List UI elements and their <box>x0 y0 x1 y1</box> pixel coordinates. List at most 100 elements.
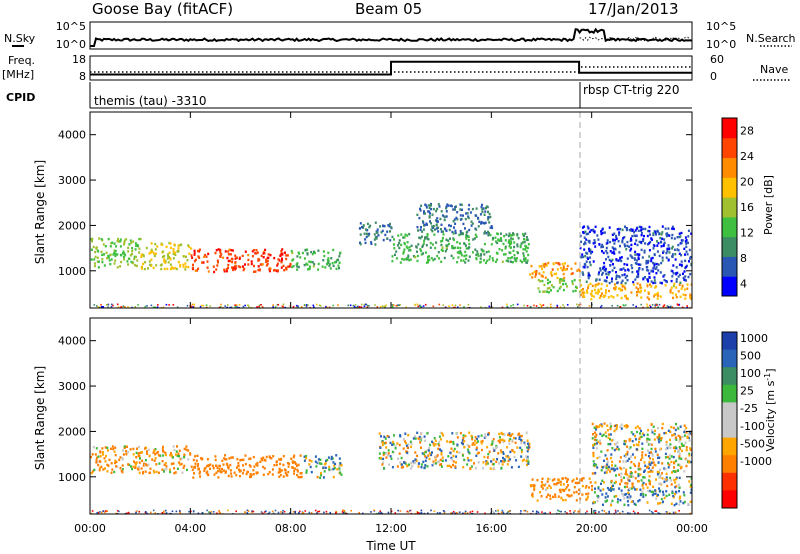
power-cell-1870 <box>131 306 133 308</box>
velocity-cell-84 <box>145 450 148 453</box>
velocity-cell-1278 <box>616 441 619 444</box>
velocity-cell-359 <box>265 455 268 459</box>
velocity-cell-706 <box>475 448 478 451</box>
power-cell-1040 <box>578 279 581 282</box>
velocity-cell-1035 <box>608 488 611 491</box>
velocity-cell-221 <box>222 463 225 466</box>
power-cell-479 <box>375 237 378 240</box>
noise-panel: N.Sky 10^5 10^0 10^5 10^0 N.Search <box>4 20 796 51</box>
velocity-cell-1542 <box>632 433 635 436</box>
power-cell-263 <box>253 270 255 273</box>
velocity-cell-1416 <box>595 442 598 445</box>
power-cell-1472 <box>636 253 639 256</box>
power-cell-468 <box>374 243 377 246</box>
power-cell-1828 <box>535 305 538 307</box>
power-cell-1441 <box>649 240 652 244</box>
velocity-cell-123 <box>135 462 137 465</box>
velocity-cell-1083 <box>632 486 635 489</box>
power-cell-655 <box>524 232 527 235</box>
power-cell-528 <box>488 258 491 261</box>
velocity-cell-832 <box>410 461 413 464</box>
power-cell-130 <box>147 267 149 270</box>
velocity-cell-1358 <box>654 450 657 453</box>
velocity-cell-1543 <box>690 433 692 436</box>
power-cell-853 <box>428 210 431 213</box>
velocity-cell-1433 <box>614 443 617 446</box>
velocity-cell-1266 <box>630 455 632 458</box>
power-cell-1166 <box>610 295 613 298</box>
power-cell-245 <box>227 263 230 267</box>
power-cell-96 <box>127 250 130 253</box>
velocity-cell-1197 <box>660 447 662 451</box>
power-cell-959 <box>491 226 494 230</box>
velocity-cell-103 <box>157 471 160 474</box>
velocity-cell-542 <box>429 443 432 447</box>
velocity-cell-39 <box>121 458 124 461</box>
velocity-cell-688 <box>507 433 510 437</box>
power-cell-901 <box>431 225 434 228</box>
velocity-cell-1786 <box>632 510 635 513</box>
power-cell-607 <box>403 236 406 239</box>
velocity-cell-1022 <box>627 504 630 507</box>
velocity-cell-1309 <box>600 450 603 453</box>
power-cell-266 <box>194 258 197 261</box>
power-cell-982 <box>555 272 558 275</box>
velocity-cell-1311 <box>613 424 616 428</box>
velocity-cell-1701 <box>556 512 558 514</box>
power-cell-1657 <box>675 266 678 269</box>
power-cell-1052 <box>559 278 562 281</box>
power-cell-436 <box>337 264 340 267</box>
power-cell-1496 <box>685 279 687 282</box>
velocity-cell-826 <box>490 460 492 463</box>
power-cell-1844 <box>442 304 445 306</box>
power-cell-856 <box>450 204 453 208</box>
velocity-cell-591 <box>387 449 390 452</box>
power-cell-1790 <box>374 304 376 306</box>
date-title: 17/Jan/2013 <box>588 0 679 18</box>
power-cell-952 <box>462 222 465 226</box>
power-cell-983 <box>570 272 573 276</box>
velocity-cell-1732 <box>106 510 108 512</box>
power-cell-279 <box>241 254 244 258</box>
power-cell-1570 <box>622 237 625 240</box>
power-cell-168 <box>166 257 169 260</box>
velocity-cell-1658 <box>100 511 103 514</box>
power-cell-1359 <box>599 267 602 270</box>
velocity-cell-1033 <box>594 487 596 490</box>
power-cell-1824 <box>313 306 315 308</box>
velocity-cell-614 <box>468 452 471 455</box>
power-cell-1260 <box>603 268 606 272</box>
velocity-cell-797 <box>475 446 478 449</box>
power-cell-1656 <box>606 241 609 245</box>
power-cell-1678 <box>272 304 274 306</box>
velocity-cell-1533 <box>665 472 668 476</box>
velocity-cell-911 <box>552 495 554 499</box>
noise-tick-bottom-right: 10^0 <box>706 38 736 51</box>
velocity-cell-74 <box>111 468 114 471</box>
power-cell-933 <box>452 208 455 211</box>
power-cell-174 <box>172 257 175 260</box>
power-cell-374 <box>198 256 201 259</box>
power-cell-1329 <box>663 238 666 241</box>
velocity-cell-1500 <box>626 450 629 454</box>
power-cell-1090 <box>675 296 678 299</box>
velocity-cell-1027 <box>655 497 658 500</box>
velocity-cell-1712 <box>558 510 561 513</box>
velocity-cell-522 <box>517 465 520 469</box>
velocity-cell-866 <box>557 481 560 484</box>
velocity-cell-1059 <box>674 492 676 496</box>
velocity-cell-1468 <box>593 426 596 429</box>
velocity-cell-409 <box>320 462 323 465</box>
power-cell-1075 <box>637 290 640 293</box>
power-cell-397 <box>335 259 338 262</box>
power-cell-1193 <box>646 285 649 288</box>
power-cell-1543 <box>687 275 690 279</box>
velocity-cell-142 <box>137 468 140 471</box>
power-cell-1466 <box>678 232 681 235</box>
power-cell-1595 <box>615 234 617 238</box>
power-cell-1207 <box>613 242 616 245</box>
velocity-cell-592 <box>491 440 494 443</box>
power-cell-4 <box>114 259 117 262</box>
velocity-cell-286 <box>293 454 296 457</box>
power-cell-1490 <box>671 255 674 258</box>
